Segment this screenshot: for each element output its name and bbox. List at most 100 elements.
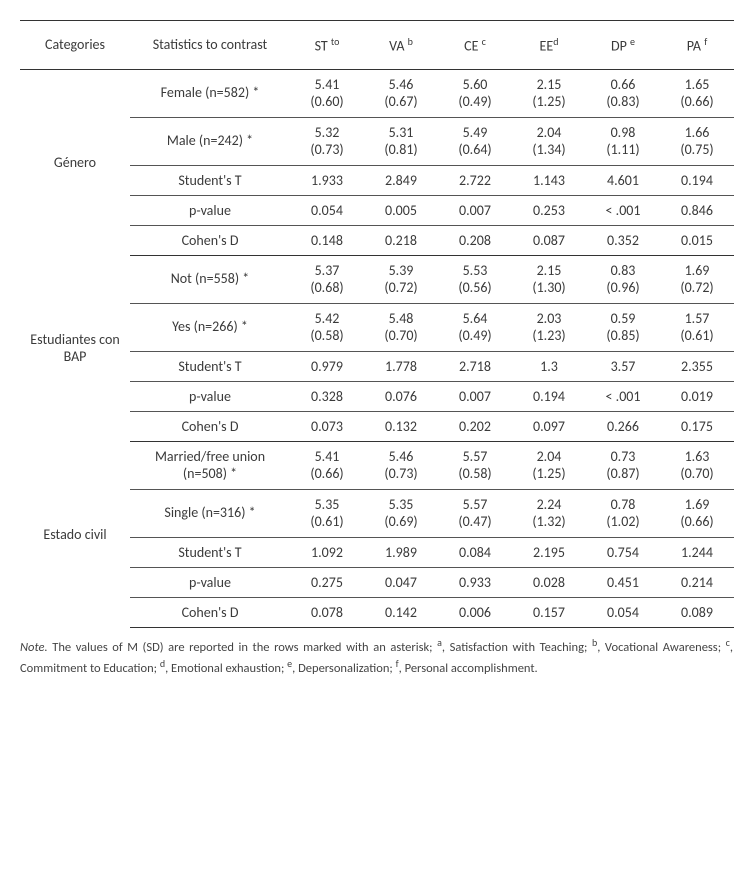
table-row: GéneroFemale (n=582) *5.41(0.60)5.46(0.6… bbox=[20, 69, 734, 117]
data-cell: 0.148 bbox=[290, 225, 364, 255]
category-cell: Estudiantes con BAP bbox=[20, 255, 130, 441]
data-cell: 1.69(0.66) bbox=[660, 489, 734, 537]
note-prefix: Note. bbox=[20, 640, 48, 655]
data-cell: 0.328 bbox=[290, 381, 364, 411]
row-label: Married/free union (n=508) * bbox=[130, 441, 290, 489]
stats-table: Categories Statistics to contrast ST to … bbox=[20, 20, 734, 628]
data-cell: 0.097 bbox=[512, 411, 586, 441]
data-cell: 5.48(0.70) bbox=[364, 303, 438, 351]
data-cell: 0.451 bbox=[586, 567, 660, 597]
data-cell: 0.83(0.96) bbox=[586, 255, 660, 303]
data-cell: 5.32(0.73) bbox=[290, 117, 364, 165]
col-st: ST to bbox=[290, 21, 364, 70]
data-cell: 1.092 bbox=[290, 537, 364, 567]
data-cell: 0.266 bbox=[586, 411, 660, 441]
data-cell: 5.42(0.58) bbox=[290, 303, 364, 351]
category-cell: Estado civil bbox=[20, 441, 130, 627]
note-body: The values of M (SD) are reported in the… bbox=[48, 640, 437, 655]
data-cell: 0.047 bbox=[364, 567, 438, 597]
data-cell: 1.3 bbox=[512, 351, 586, 381]
row-label: p-value bbox=[130, 567, 290, 597]
data-cell: 3.57 bbox=[586, 351, 660, 381]
table-note: Note. The values of M (SD) are reported … bbox=[20, 636, 733, 678]
data-cell: 0.175 bbox=[660, 411, 734, 441]
data-cell: 0.194 bbox=[660, 165, 734, 195]
data-cell: 2.718 bbox=[438, 351, 512, 381]
row-label: Single (n=316) * bbox=[130, 489, 290, 537]
data-cell: 1.65(0.66) bbox=[660, 69, 734, 117]
row-label: Not (n=558) * bbox=[130, 255, 290, 303]
col-va: VA b bbox=[364, 21, 438, 70]
table-row: Estado civilMarried/free union (n=508) *… bbox=[20, 441, 734, 489]
data-cell: 5.37(0.68) bbox=[290, 255, 364, 303]
note-def: , Satisfaction with Teaching; bbox=[442, 640, 592, 655]
data-cell: 2.355 bbox=[660, 351, 734, 381]
data-cell: 5.60(0.49) bbox=[438, 69, 512, 117]
note-def: , Vocational Awareness; bbox=[597, 640, 725, 655]
data-cell: 4.601 bbox=[586, 165, 660, 195]
data-cell: 0.084 bbox=[438, 537, 512, 567]
col-ce: CE c bbox=[438, 21, 512, 70]
note-def: , Depersonalization; bbox=[292, 661, 395, 676]
data-cell: 0.253 bbox=[512, 195, 586, 225]
row-label: Male (n=242) * bbox=[130, 117, 290, 165]
data-cell: 0.015 bbox=[660, 225, 734, 255]
data-cell: 5.46(0.73) bbox=[364, 441, 438, 489]
data-cell: 0.087 bbox=[512, 225, 586, 255]
data-cell: 1.63(0.70) bbox=[660, 441, 734, 489]
data-cell: 0.073 bbox=[290, 411, 364, 441]
data-cell: 0.933 bbox=[438, 567, 512, 597]
data-cell: 2.04(1.25) bbox=[512, 441, 586, 489]
data-cell: 0.054 bbox=[586, 597, 660, 627]
note-def: , Personal accomplishment. bbox=[399, 661, 538, 676]
data-cell: 2.15(1.25) bbox=[512, 69, 586, 117]
data-cell: 0.73(0.87) bbox=[586, 441, 660, 489]
data-cell: 0.352 bbox=[586, 225, 660, 255]
data-cell: 0.007 bbox=[438, 195, 512, 225]
data-cell: 5.64(0.49) bbox=[438, 303, 512, 351]
data-cell: 0.076 bbox=[364, 381, 438, 411]
col-dp: DP e bbox=[586, 21, 660, 70]
data-cell: 1.244 bbox=[660, 537, 734, 567]
row-label: p-value bbox=[130, 195, 290, 225]
data-cell: 2.849 bbox=[364, 165, 438, 195]
data-cell: 1.57(0.61) bbox=[660, 303, 734, 351]
data-cell: 2.722 bbox=[438, 165, 512, 195]
data-cell: 0.078 bbox=[290, 597, 364, 627]
data-cell: 0.019 bbox=[660, 381, 734, 411]
col-ee: EEd bbox=[512, 21, 586, 70]
data-cell: 1.933 bbox=[290, 165, 364, 195]
data-cell: 5.57(0.47) bbox=[438, 489, 512, 537]
row-label: Cohen's D bbox=[130, 225, 290, 255]
data-cell: 0.78(1.02) bbox=[586, 489, 660, 537]
data-cell: 5.46(0.67) bbox=[364, 69, 438, 117]
table-header-row: Categories Statistics to contrast ST to … bbox=[20, 21, 734, 70]
data-cell: 1.69(0.72) bbox=[660, 255, 734, 303]
data-cell: 0.157 bbox=[512, 597, 586, 627]
data-cell: 2.03(1.23) bbox=[512, 303, 586, 351]
data-cell: 0.66(0.83) bbox=[586, 69, 660, 117]
data-cell: 5.39(0.72) bbox=[364, 255, 438, 303]
data-cell: 5.31(0.81) bbox=[364, 117, 438, 165]
row-label: Student's T bbox=[130, 537, 290, 567]
data-cell: 1.66(0.75) bbox=[660, 117, 734, 165]
row-label: Yes (n=266) * bbox=[130, 303, 290, 351]
data-cell: 5.57(0.58) bbox=[438, 441, 512, 489]
col-stats: Statistics to contrast bbox=[130, 21, 290, 70]
data-cell: 0.202 bbox=[438, 411, 512, 441]
data-cell: 5.41(0.66) bbox=[290, 441, 364, 489]
row-label: Cohen's D bbox=[130, 411, 290, 441]
col-pa: PA f bbox=[660, 21, 734, 70]
data-cell: 0.275 bbox=[290, 567, 364, 597]
data-cell: 0.98(1.11) bbox=[586, 117, 660, 165]
col-categories: Categories bbox=[20, 21, 130, 70]
data-cell: 0.194 bbox=[512, 381, 586, 411]
data-cell: 0.054 bbox=[290, 195, 364, 225]
data-cell: 0.028 bbox=[512, 567, 586, 597]
table-row: Estudiantes con BAPNot (n=558) *5.37(0.6… bbox=[20, 255, 734, 303]
data-cell: 0.005 bbox=[364, 195, 438, 225]
data-cell: 0.846 bbox=[660, 195, 734, 225]
data-cell: 0.142 bbox=[364, 597, 438, 627]
data-cell: 0.214 bbox=[660, 567, 734, 597]
data-cell: 2.15(1.30) bbox=[512, 255, 586, 303]
